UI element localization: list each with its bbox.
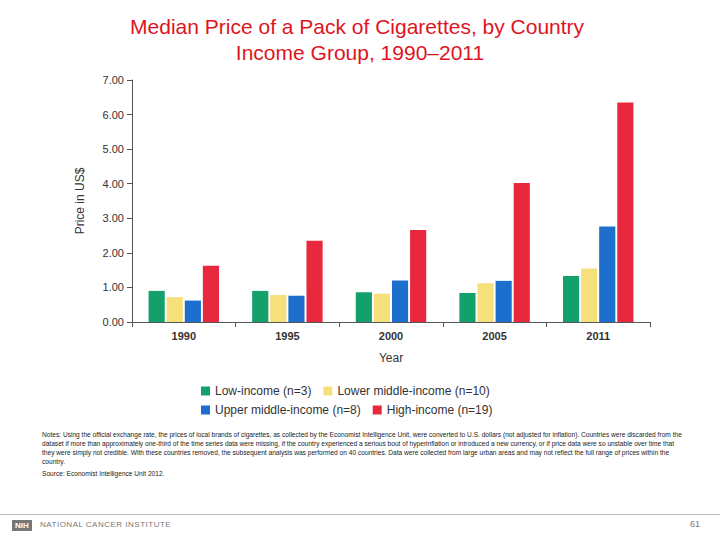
svg-text:High-income (n=19): High-income (n=19) xyxy=(387,403,493,417)
svg-text:6.00: 6.00 xyxy=(103,109,124,121)
svg-text:2005: 2005 xyxy=(482,330,506,342)
svg-text:0.00: 0.00 xyxy=(103,316,124,328)
svg-text:Income Group, 1990–2011: Income Group, 1990–2011 xyxy=(236,41,484,64)
svg-text:1995: 1995 xyxy=(275,330,299,342)
html-text:Source: Economist Intelligence: Source: Economist Intelligence Unit 2012… xyxy=(42,470,165,477)
svg-text:Upper middle-income (n=8): Upper middle-income (n=8) xyxy=(215,403,361,417)
svg-text:5.00: 5.00 xyxy=(103,143,124,155)
html-text:61: 61 xyxy=(690,519,700,529)
svg-text:4.00: 4.00 xyxy=(103,178,124,190)
svg-text:2000: 2000 xyxy=(379,330,403,342)
svg-text:Median Price of a Pack of Ciga: Median Price of a Pack of Cigarettes, by… xyxy=(130,15,590,38)
svg-text:1990: 1990 xyxy=(172,330,196,342)
svg-text:7.00: 7.00 xyxy=(103,74,124,86)
svg-text:1.00: 1.00 xyxy=(103,281,124,293)
html-text:NATIONAL CANCER INSTITUTE: NATIONAL CANCER INSTITUTE xyxy=(40,520,172,529)
svg-text:Year: Year xyxy=(379,351,403,365)
svg-text:Lower middle-income (n=10): Lower middle-income (n=10) xyxy=(337,384,489,398)
svg-text:Low-income (n=3): Low-income (n=3) xyxy=(215,384,311,398)
svg-text:Price in US$: Price in US$ xyxy=(73,167,87,234)
svg-text:3.00: 3.00 xyxy=(103,212,124,224)
html-text:NIH: NIH xyxy=(15,521,29,530)
html-text:Notes: Using the official exch: Notes: Using the official exchange rate,… xyxy=(42,431,682,465)
svg-text:2011: 2011 xyxy=(586,330,610,342)
svg-text:2.00: 2.00 xyxy=(103,247,124,259)
